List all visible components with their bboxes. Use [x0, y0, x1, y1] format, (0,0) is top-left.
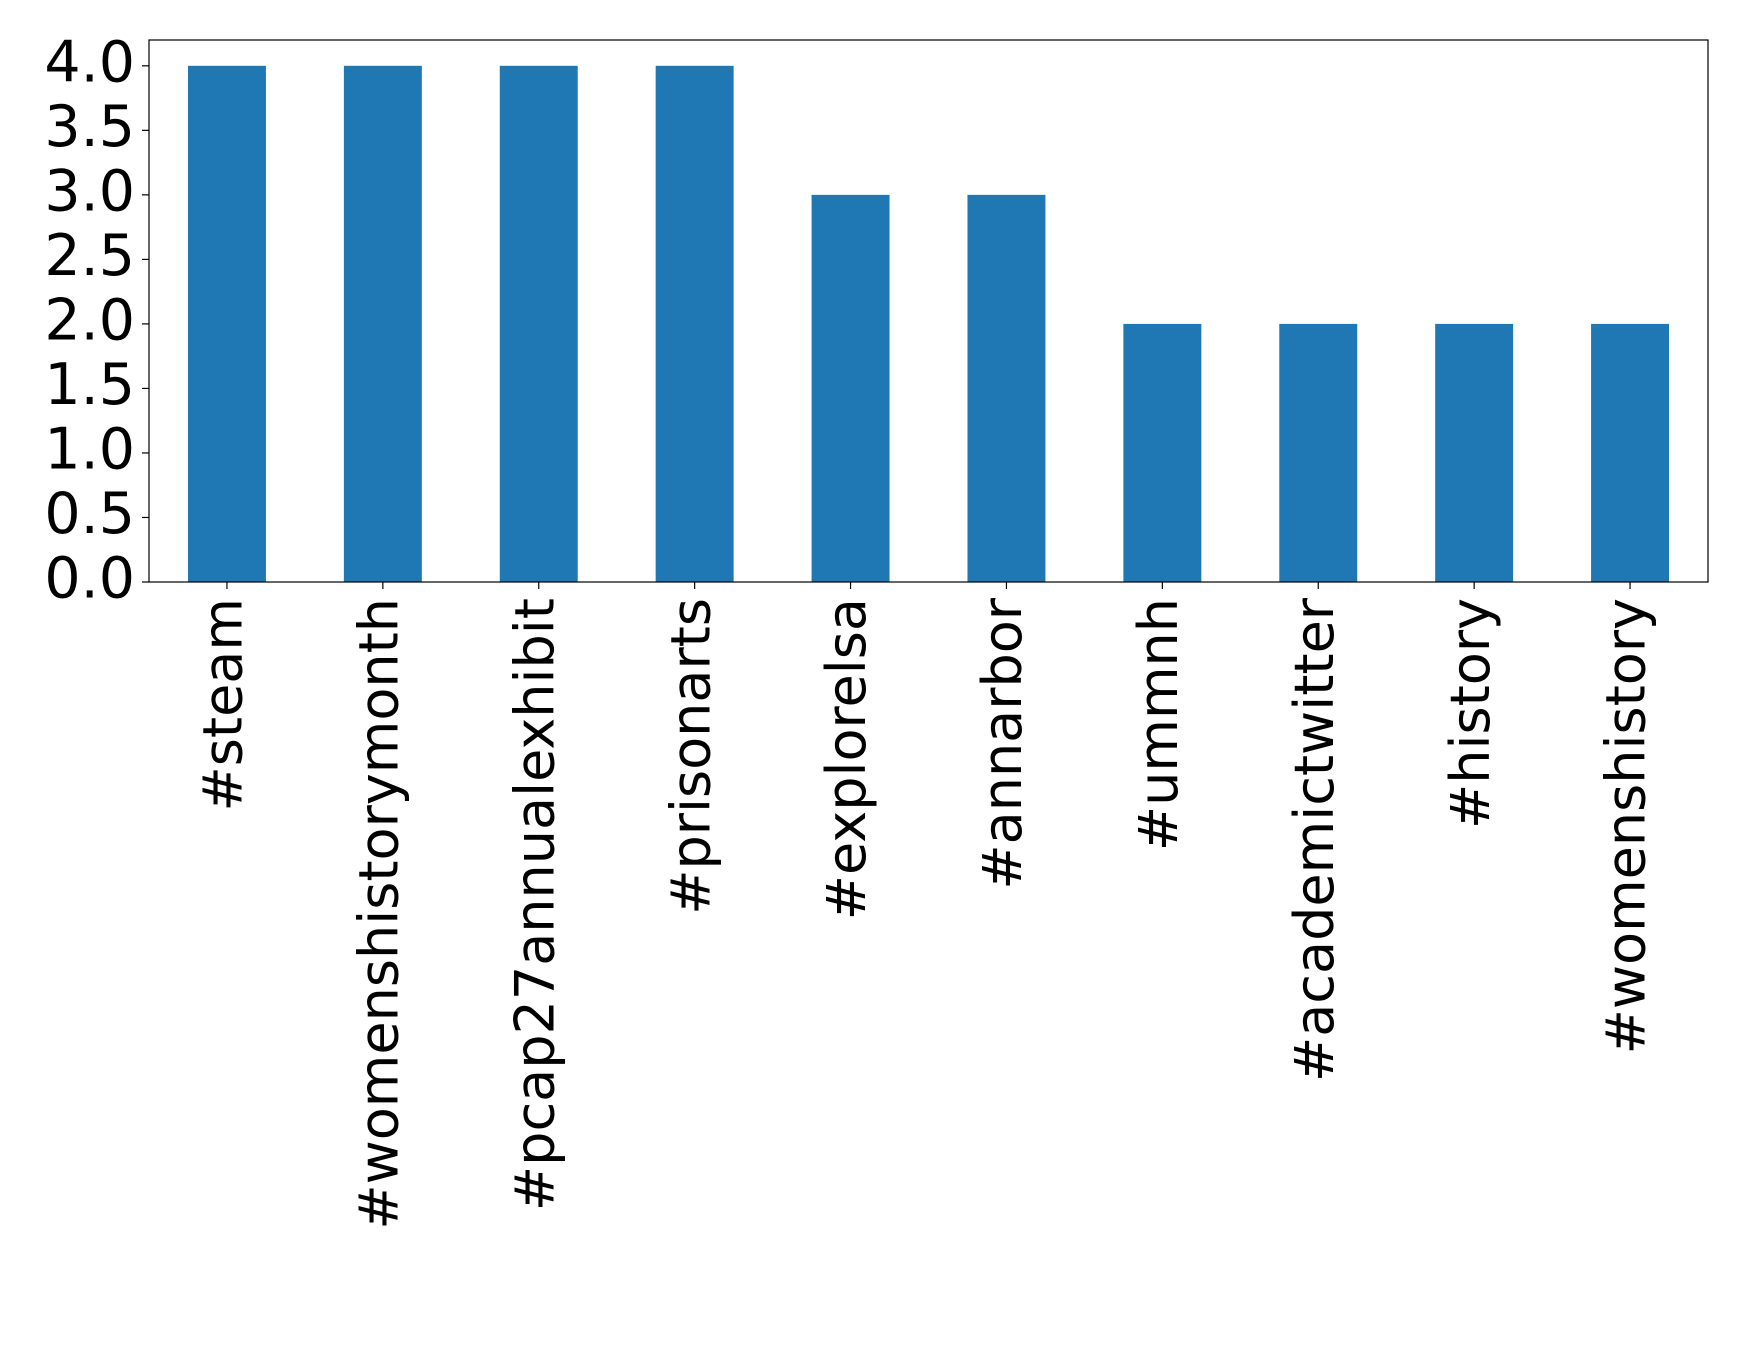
- y-tick-label: 2.5: [44, 223, 135, 289]
- x-tick-label: #steam: [192, 598, 255, 811]
- x-tick-label: #womenshistory: [1595, 598, 1658, 1054]
- bar: [499, 65, 578, 583]
- x-tick-label: #history: [1439, 598, 1502, 829]
- x-tick-label: #annarbor: [971, 597, 1034, 889]
- bar: [1435, 323, 1514, 582]
- bar: [811, 194, 890, 582]
- y-tick-label: 3.5: [44, 94, 135, 160]
- x-tick-label: #pcap27annualexhibit: [503, 598, 566, 1211]
- y-tick-label: 1.5: [44, 352, 135, 418]
- x-tick-label: #ummnh: [1127, 598, 1190, 851]
- bar: [343, 65, 422, 583]
- bar: [187, 65, 266, 583]
- y-tick-label: 1.0: [44, 417, 135, 483]
- x-tick-label: #prisonarts: [659, 598, 722, 915]
- y-tick-label: 3.0: [44, 158, 135, 224]
- bar: [1123, 323, 1202, 582]
- x-tick-label: #academictwitter: [1283, 597, 1346, 1082]
- y-tick-label: 0.5: [44, 481, 135, 547]
- x-tick-label: #explorelsa: [815, 598, 878, 920]
- y-tick-label: 4.0: [44, 29, 135, 95]
- bar: [1279, 323, 1358, 582]
- plot-frame: [148, 39, 1709, 583]
- y-tick-label: 0.0: [44, 546, 135, 612]
- bar: [967, 194, 1046, 582]
- bar: [1591, 323, 1670, 582]
- y-tick-label: 2.0: [44, 288, 135, 354]
- bar: [655, 65, 734, 583]
- x-tick-label: #womenshistorymonth: [347, 598, 410, 1230]
